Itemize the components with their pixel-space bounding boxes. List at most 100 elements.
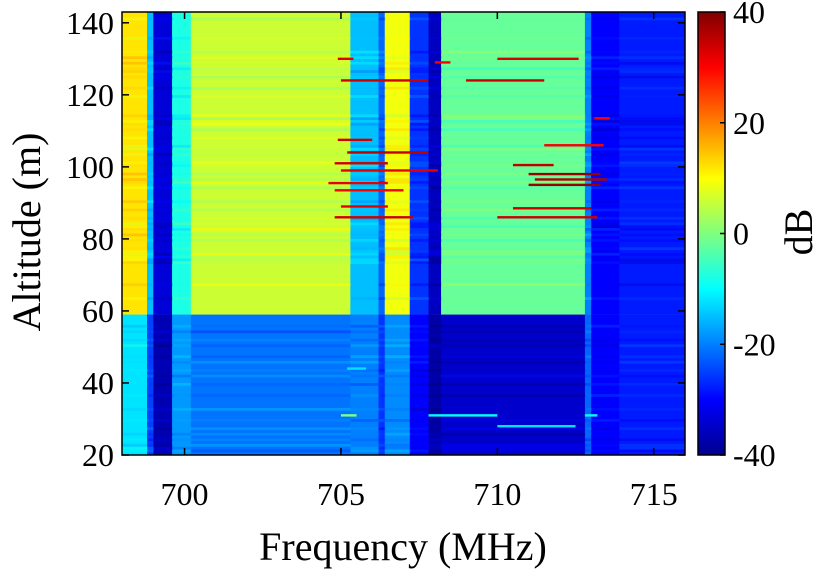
texture-row	[350, 250, 380, 253]
texture-row	[441, 178, 586, 181]
texture-row	[384, 144, 411, 148]
texture-row	[350, 233, 380, 237]
texture-row	[147, 446, 154, 450]
texture-row	[409, 67, 430, 71]
texture-row	[428, 147, 442, 151]
texture-row	[122, 61, 148, 65]
texture-row	[153, 239, 173, 242]
texture-row	[591, 383, 620, 386]
texture-row	[619, 117, 685, 120]
texture-row	[172, 50, 192, 54]
texture-row	[350, 186, 380, 190]
texture-row	[441, 186, 586, 190]
cold-line-4	[497, 424, 576, 428]
texture-row	[409, 119, 430, 123]
texture-row	[384, 297, 411, 300]
texture-row	[428, 161, 442, 165]
texture-row	[147, 252, 154, 256]
texture-row	[409, 70, 430, 73]
texture-row	[591, 136, 620, 140]
texture-row	[122, 239, 148, 242]
texture-row	[122, 56, 148, 60]
texture-row	[172, 144, 192, 148]
texture-row	[122, 297, 148, 300]
texture-row	[172, 233, 192, 237]
texture-row	[584, 70, 592, 73]
hot-line-19	[334, 216, 413, 219]
texture-row	[147, 247, 154, 251]
texture-row	[591, 208, 620, 212]
texture-row	[619, 324, 685, 328]
texture-row	[350, 252, 380, 256]
texture-row	[384, 258, 411, 262]
texture-row	[378, 252, 386, 256]
texture-row	[122, 261, 148, 264]
texture-row	[172, 427, 192, 431]
texture-row	[584, 446, 592, 450]
texture-row	[584, 239, 592, 242]
texture-row	[384, 438, 411, 442]
texture-row	[384, 56, 411, 60]
texture-row	[384, 394, 411, 397]
texture-row	[619, 67, 685, 71]
texture-row	[190, 144, 351, 148]
texture-row	[190, 67, 351, 71]
texture-row	[172, 75, 192, 79]
texture-row	[591, 161, 620, 165]
texture-row	[350, 355, 380, 359]
texture-row	[378, 427, 386, 431]
texture-row	[350, 394, 380, 397]
texture-row	[591, 67, 620, 71]
texture-row	[619, 180, 685, 184]
texture-row	[409, 247, 430, 251]
texture-row	[190, 330, 351, 334]
texture-row	[190, 247, 351, 251]
texture-row	[350, 144, 380, 148]
cold-line-0	[347, 367, 366, 370]
texture-row	[591, 247, 620, 251]
texture-row	[591, 119, 620, 123]
texture-row	[619, 394, 685, 397]
texture-row	[619, 227, 685, 231]
texture-row	[441, 36, 586, 40]
texture-row	[409, 355, 430, 359]
texture-row	[591, 360, 620, 364]
texture-row	[378, 261, 386, 264]
texture-row	[584, 61, 592, 65]
texture-row	[122, 250, 148, 253]
texture-row	[190, 261, 351, 264]
texture-row	[591, 394, 620, 397]
texture-row	[190, 355, 351, 359]
texture-row	[147, 86, 154, 90]
texture-row	[441, 161, 586, 165]
texture-row	[619, 200, 685, 204]
texture-row	[172, 208, 192, 212]
texture-row	[384, 122, 411, 126]
colorbar-label: dB	[776, 209, 821, 256]
texture-row	[378, 119, 386, 123]
texture-row	[409, 383, 430, 386]
texture-row	[172, 147, 192, 151]
texture-row	[172, 432, 192, 436]
texture-row	[378, 186, 386, 190]
texture-row	[350, 407, 380, 411]
texture-row	[378, 446, 386, 450]
texture-row	[122, 36, 148, 40]
texture-row	[147, 119, 154, 123]
texture-row	[428, 446, 442, 450]
colorbar-tick-label: -20	[733, 326, 776, 362]
texture-row	[147, 383, 154, 386]
texture-row	[619, 164, 685, 168]
texture-row	[409, 161, 430, 165]
texture-row	[591, 180, 620, 184]
texture-row	[147, 324, 154, 328]
texture-row	[122, 86, 148, 90]
texture-row	[190, 297, 351, 300]
x-tick-label: 700	[161, 476, 209, 512]
texture-row	[190, 50, 351, 54]
texture-row	[409, 222, 430, 226]
texture-row	[378, 233, 386, 237]
y-tick-label: 120	[66, 77, 114, 113]
texture-row	[172, 297, 192, 300]
texture-row	[384, 119, 411, 123]
